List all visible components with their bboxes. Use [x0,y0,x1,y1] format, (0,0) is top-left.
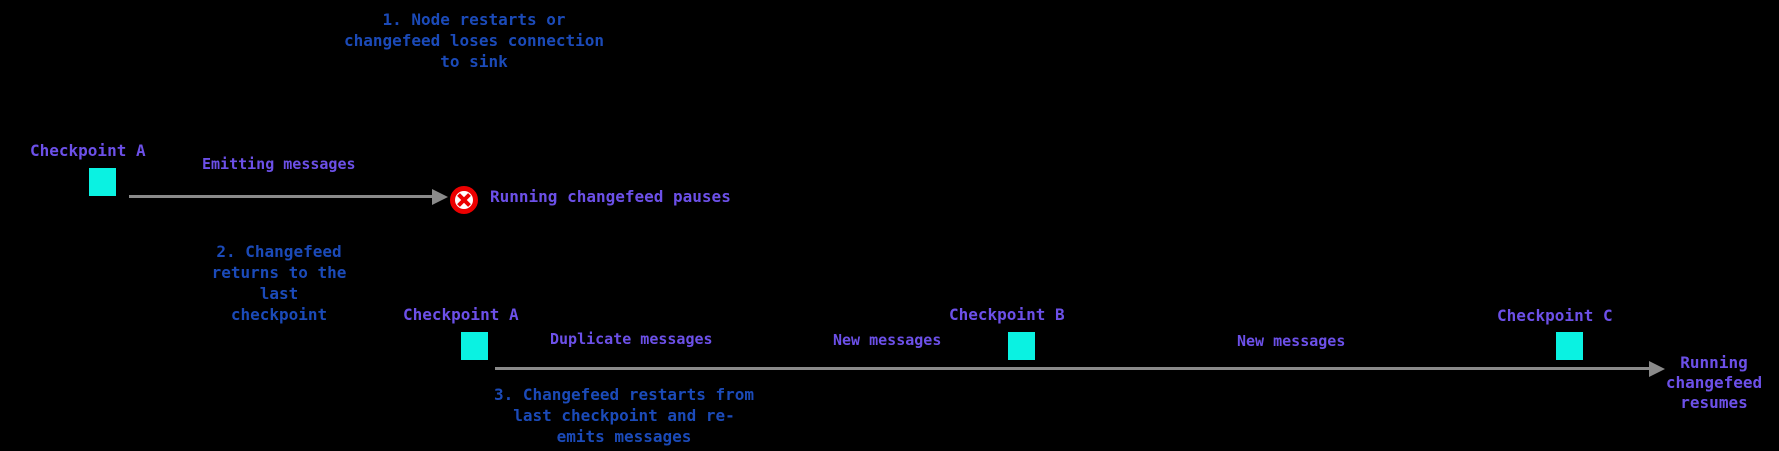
checkpoint-marker [461,332,488,360]
step3-note: 3. Changefeed restarts from last checkpo… [493,385,755,446]
step2-note: 2. Changefeed returns to the last checkp… [211,242,347,324]
emitting-messages-label: Emitting messages [202,155,356,173]
new-messages-label-2: New messages [1237,332,1346,350]
timeline2-checkpoint-b-label: Checkpoint B [949,305,1065,324]
checkpoint-marker [1556,332,1583,360]
new-messages-label-1: New messages [833,331,942,349]
timeline2-checkpoint-a-label: Checkpoint A [403,305,519,324]
arrowhead-icon [432,189,448,205]
changefeed-pause-error-icon [448,184,480,220]
timeline2-arrow-line [495,367,1650,370]
timeline1-arrow-line [129,195,434,198]
step1-note: 1. Node restarts or changefeed loses con… [343,10,605,71]
timeline2-checkpoint-c-label: Checkpoint C [1497,306,1613,325]
duplicate-messages-label: Duplicate messages [550,330,713,348]
checkpoint-marker [1008,332,1035,360]
running-changefeed-resumes-label: Running changefeed resumes [1665,353,1763,412]
running-changefeed-pauses-label: Running changefeed pauses [490,187,731,206]
arrowhead-icon [1649,361,1665,377]
checkpoint-marker [89,168,116,196]
timeline1-checkpoint-a-label: Checkpoint A [30,141,146,160]
